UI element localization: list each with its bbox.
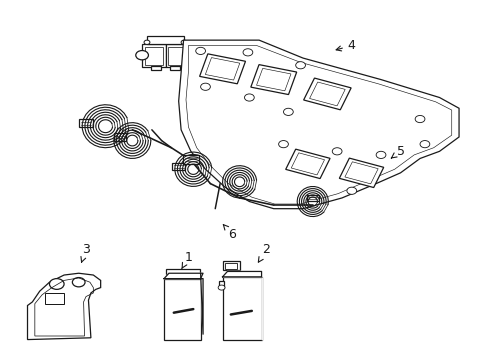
Polygon shape [339,158,383,188]
Bar [222,261,239,270]
Circle shape [218,285,224,290]
Polygon shape [222,271,261,277]
Circle shape [182,50,195,60]
Bar [163,279,200,339]
Circle shape [283,108,293,116]
Text: 2: 2 [258,243,270,262]
Bar [142,44,165,67]
Bar [144,46,163,64]
Bar [44,293,64,304]
Circle shape [144,40,150,44]
Bar [222,277,261,339]
Bar [306,194,318,201]
Circle shape [295,62,305,69]
Polygon shape [200,273,203,334]
Circle shape [72,278,85,287]
Bar [219,281,224,288]
Circle shape [195,47,205,54]
Circle shape [49,279,64,289]
Circle shape [419,140,429,148]
Circle shape [243,49,252,56]
Circle shape [136,50,148,60]
Circle shape [375,151,385,158]
Bar [165,44,188,67]
Text: 4: 4 [335,39,355,52]
Circle shape [278,140,288,148]
Circle shape [346,187,356,194]
Polygon shape [199,54,245,84]
Bar [79,120,93,127]
Bar [224,263,237,269]
Bar [114,134,126,140]
Bar [147,36,183,44]
Bar [151,66,160,69]
Circle shape [200,83,210,90]
Polygon shape [250,64,296,95]
Bar [170,66,180,69]
Circle shape [181,40,186,44]
Polygon shape [178,40,458,209]
Polygon shape [27,273,101,339]
Polygon shape [303,78,350,110]
Polygon shape [163,273,203,279]
Text: 6: 6 [223,225,236,241]
Text: 3: 3 [81,243,90,262]
Bar [167,46,186,64]
Circle shape [331,148,341,155]
Circle shape [414,116,424,123]
Polygon shape [285,149,329,179]
Text: 5: 5 [390,145,404,158]
Bar [172,163,184,170]
Bar [166,269,199,274]
Bar [183,155,198,163]
Text: 1: 1 [182,251,192,269]
Circle shape [244,94,254,101]
